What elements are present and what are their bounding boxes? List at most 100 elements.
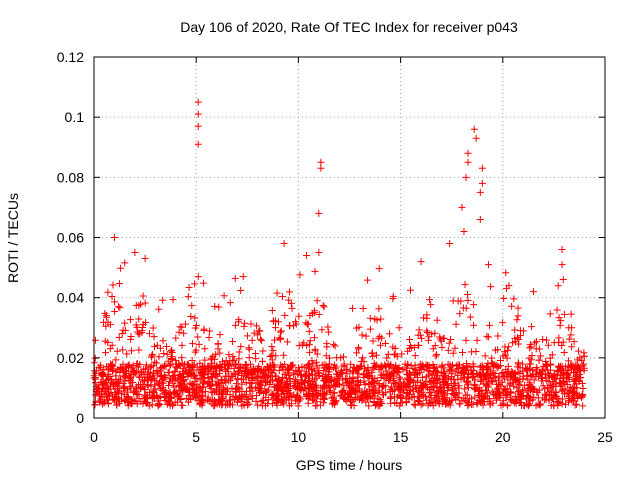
data-point: [513, 384, 521, 392]
data-point: [192, 388, 200, 396]
data-point: [187, 372, 195, 380]
data-point: [143, 370, 151, 378]
data-point: [164, 357, 172, 365]
data-point: [419, 382, 427, 390]
data-point: [186, 386, 194, 394]
data-point: [328, 378, 336, 386]
data-point: [353, 366, 361, 374]
data-point: [304, 395, 312, 403]
data-point: [116, 365, 124, 373]
data-point: [393, 352, 401, 360]
data-point: [574, 364, 582, 372]
data-point: [473, 336, 481, 344]
data-point: [567, 331, 575, 339]
data-point: [359, 395, 367, 403]
data-point: [537, 374, 545, 382]
data-point: [110, 234, 118, 241]
data-point: [247, 320, 255, 328]
data-point: [360, 387, 368, 395]
data-point: [153, 392, 161, 400]
data-point: [194, 140, 202, 148]
data-point: [510, 382, 518, 390]
data-point: [105, 375, 113, 383]
data-point: [161, 361, 169, 369]
data-point: [484, 333, 492, 341]
data-point: [425, 333, 433, 341]
data-point: [349, 387, 357, 395]
data-point: [367, 380, 375, 388]
data-point: [464, 158, 472, 166]
data-point: [250, 329, 258, 337]
y-tick-label: 0.12: [57, 49, 84, 65]
data-point: [102, 313, 110, 321]
data-point: [121, 326, 129, 334]
data-point: [220, 385, 228, 393]
data-point: [242, 361, 250, 369]
data-point: [283, 381, 291, 389]
data-point: [478, 179, 486, 187]
data-point: [135, 372, 143, 380]
data-point: [464, 290, 472, 298]
data-point: [104, 396, 112, 404]
data-point: [493, 384, 501, 392]
data-point: [444, 381, 452, 389]
data-point: [279, 374, 287, 382]
data-point: [252, 367, 260, 375]
data-point: [574, 356, 582, 364]
data-point: [282, 382, 290, 390]
data-point: [405, 390, 413, 398]
data-point: [456, 310, 464, 318]
data-point: [196, 376, 204, 384]
data-point: [577, 374, 585, 382]
data-point: [121, 319, 129, 327]
data-point: [269, 361, 277, 369]
data-point: [557, 317, 565, 325]
data-point: [135, 346, 143, 354]
data-point: [305, 371, 313, 379]
data-point: [565, 335, 573, 343]
data-point: [313, 297, 321, 305]
data-point: [266, 380, 274, 388]
data-point: [273, 289, 281, 297]
data-point: [320, 366, 328, 374]
data-point: [341, 394, 349, 402]
data-point: [406, 387, 414, 395]
data-point: [419, 400, 427, 408]
data-point: [438, 343, 446, 351]
data-point: [208, 373, 216, 381]
data-point: [238, 380, 246, 388]
data-point: [257, 381, 265, 389]
data-point: [165, 369, 173, 377]
data-point: [488, 388, 496, 396]
data-point: [353, 349, 361, 357]
data-point: [303, 342, 311, 350]
data-point: [191, 280, 199, 288]
data-point: [391, 366, 399, 374]
data-point: [330, 381, 338, 389]
data-point: [455, 382, 463, 390]
data-point: [573, 384, 581, 392]
data-point: [448, 386, 456, 394]
data-point: [375, 381, 383, 389]
data-point: [161, 397, 169, 405]
data-point: [570, 369, 578, 377]
data-point: [358, 397, 366, 405]
data-point: [194, 98, 202, 106]
data-point: [509, 339, 517, 347]
data-point: [252, 355, 260, 363]
data-point: [248, 395, 256, 403]
data-point: [424, 401, 432, 409]
data-point: [256, 365, 264, 373]
data-point: [252, 392, 260, 400]
data-point: [535, 356, 543, 364]
data-point: [344, 391, 352, 399]
data-point: [156, 393, 164, 401]
data-point: [206, 381, 214, 389]
data-point: [269, 376, 277, 384]
data-point: [379, 363, 387, 371]
data-point: [572, 377, 580, 385]
data-point: [215, 379, 223, 387]
data-point: [150, 333, 158, 341]
data-point: [414, 377, 422, 385]
data-point: [276, 328, 284, 336]
